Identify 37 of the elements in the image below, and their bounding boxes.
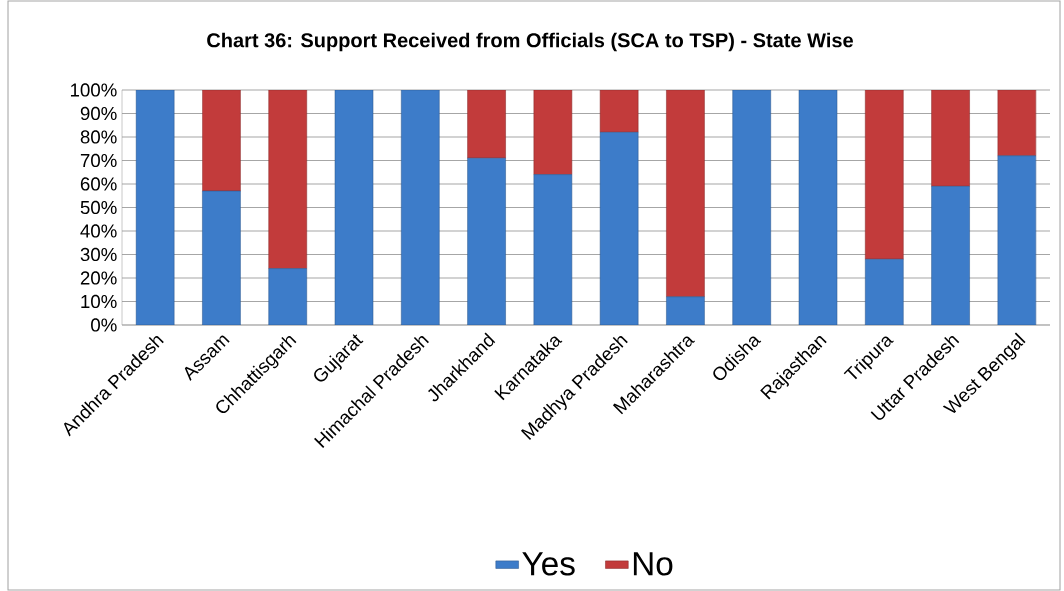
y-tick-label: 40% [80, 224, 117, 238]
legend-label: Yes [522, 552, 575, 576]
bar [798, 89, 838, 325]
y-tick-label: 100% [70, 83, 117, 97]
bar [666, 89, 705, 298]
y-tick-label: 30% [80, 247, 117, 262]
bar [467, 157, 506, 325]
y-tick-label: 70% [80, 153, 117, 168]
bar [865, 89, 904, 260]
y-tick-label: 0% [91, 318, 117, 332]
bar [599, 132, 639, 325]
legend-label: No [633, 552, 673, 576]
y-tick-label: 90% [80, 106, 117, 121]
bar [202, 190, 241, 325]
bar [135, 89, 175, 325]
bar [268, 89, 307, 269]
y-tick-label: 80% [80, 130, 117, 144]
bar [467, 89, 506, 159]
bar [533, 174, 573, 325]
bar [666, 296, 705, 325]
bar [997, 155, 1037, 325]
y-tick-label: 50% [80, 200, 117, 215]
y-tick-label: 10% [81, 294, 117, 309]
chart-title: Chart 36: Support Received from Officials (SCA to TSP) - State Wise [207, 32, 853, 52]
bar [931, 186, 970, 325]
bar [997, 89, 1037, 157]
bar [334, 89, 374, 325]
bar [931, 89, 970, 187]
y-tick-label: 20% [80, 271, 117, 285]
bar [202, 89, 241, 192]
bar [533, 89, 573, 175]
y-tick-label: 60% [80, 177, 117, 191]
bar [268, 268, 307, 325]
bar [599, 89, 639, 133]
bar [865, 258, 904, 325]
bar [401, 89, 440, 325]
bar [732, 89, 771, 325]
